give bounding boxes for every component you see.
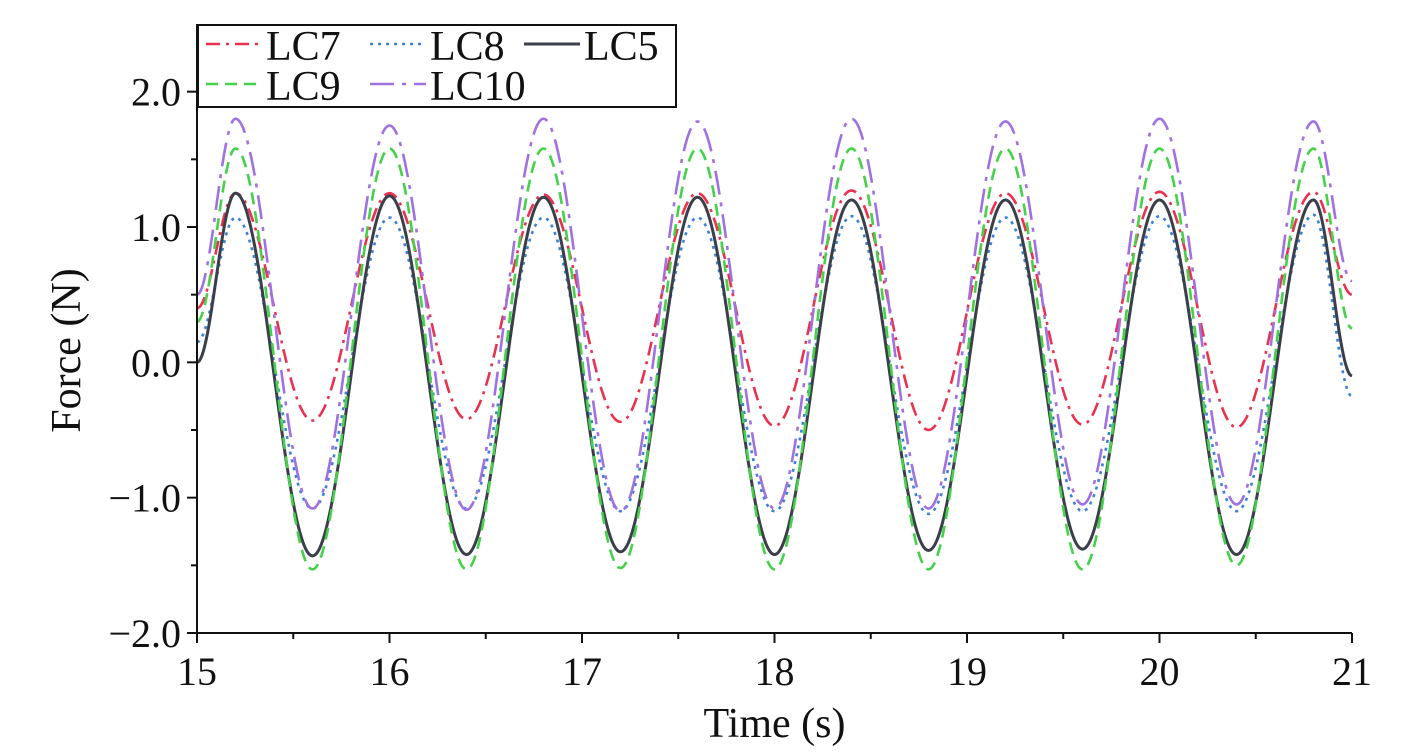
x-tick-label: 18 [755, 649, 795, 694]
legend: LC7 LC8 LC5 LC9 LC10 [197, 24, 677, 110]
x-tick-label: 16 [370, 649, 410, 694]
plot-lines [196, 117, 1353, 571]
legend-label-lc8: LC8 [430, 24, 505, 70]
x-tick-label: 20 [1140, 649, 1180, 694]
legend-label-lc10: LC10 [430, 64, 526, 110]
x-axis-title: Time (s) [704, 701, 846, 747]
series-line-lc9 [196, 147, 1353, 571]
series-line-lc7 [196, 189, 1353, 432]
legend-label-lc7: LC7 [266, 24, 341, 70]
axes [196, 24, 1352, 634]
y-tick-label: 0.0 [131, 340, 181, 385]
x-tick-label: 21 [1332, 649, 1372, 694]
series-line-lc5 [196, 191, 1353, 558]
y-axis-title: Force (N) [44, 268, 90, 432]
legend-label-lc9: LC9 [266, 64, 341, 110]
y-tick-label: 1.0 [131, 205, 181, 250]
y-tick-label: −1.0 [108, 476, 181, 521]
x-tick-label: 19 [947, 649, 987, 694]
y-tick-label: −2.0 [108, 611, 181, 656]
y-tick-label: 2.0 [131, 70, 181, 115]
series-line-lc8 [196, 213, 1353, 516]
legend-label-lc5: LC5 [584, 24, 659, 70]
legend-box [197, 24, 677, 108]
series-line-lc10 [196, 117, 1353, 513]
x-tick-label: 17 [562, 649, 602, 694]
ticks: 15 16 17 18 19 20 21 −2.0 −1.0 0.0 1.0 2.0 [108, 70, 1372, 694]
x-tick-label: 15 [177, 649, 217, 694]
